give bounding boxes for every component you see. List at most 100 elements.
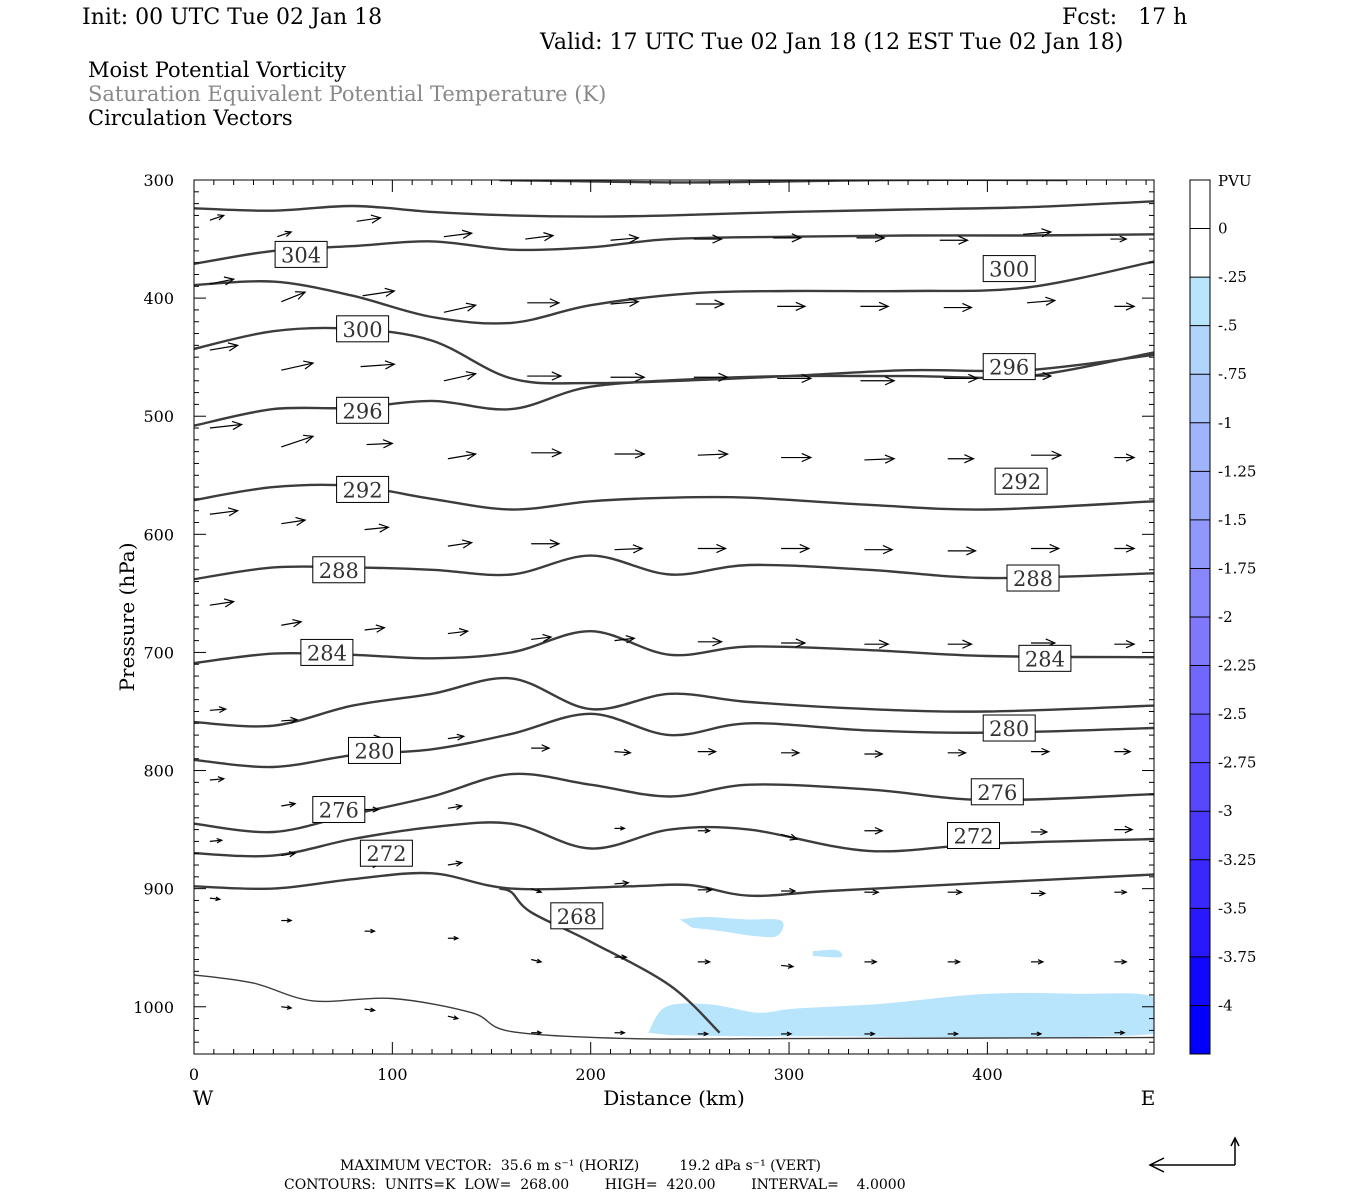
circulation-vector <box>356 214 382 224</box>
colorbar-tick-label: -2.75 <box>1218 754 1256 772</box>
circulation-vector <box>364 806 380 813</box>
circulation-vector <box>366 439 394 449</box>
svg-text:276: 276 <box>977 781 1017 805</box>
circulation-vector <box>209 342 240 352</box>
circulation-vector <box>773 233 803 243</box>
circulation-vector <box>447 733 466 741</box>
circulation-vector <box>209 837 224 844</box>
maximum-vector-note: MAXIMUM VECTOR: 35.6 m s⁻¹ (HORIZ) 19.2 … <box>340 1158 822 1174</box>
circulation-vector <box>1031 1031 1043 1037</box>
svg-text:272: 272 <box>366 842 406 866</box>
circulation-vector <box>1031 890 1047 897</box>
colorbar-tick-label: -2.5 <box>1218 705 1247 723</box>
colorbar-tick-label: 0 <box>1218 220 1228 238</box>
circulation-vector <box>1031 747 1051 756</box>
contour-label: 272 <box>359 839 413 867</box>
west-label: W <box>193 1086 214 1110</box>
y-tick-label: 700 <box>143 643 174 662</box>
circulation-vector <box>864 639 890 649</box>
colorbar-tick-label: -.75 <box>1218 365 1247 383</box>
theta-contour <box>194 676 1154 728</box>
circulation-vector <box>447 1015 460 1021</box>
colorbar-segment <box>1190 859 1210 909</box>
reference-vector-icon <box>1148 1136 1240 1173</box>
theta-contour <box>499 887 721 1034</box>
circulation-vector <box>209 276 236 286</box>
y-tick-label: 400 <box>143 289 174 308</box>
circulation-vector <box>614 954 628 960</box>
circulation-vector <box>781 543 811 554</box>
svg-text:304: 304 <box>281 243 321 267</box>
contour-label: 300 <box>982 255 1036 283</box>
circulation-vector <box>531 744 551 752</box>
circulation-vector <box>1114 959 1128 965</box>
contour-label: 280 <box>347 736 401 764</box>
circulation-vector <box>614 635 636 644</box>
pv-shaded-region <box>812 949 843 958</box>
circulation-vector <box>614 544 644 554</box>
contour-label: 292 <box>994 467 1048 495</box>
x-tick-label: 100 <box>377 1065 408 1084</box>
circulation-vector <box>614 880 630 887</box>
circulation-vector <box>531 1030 543 1036</box>
circulation-vector <box>777 373 813 384</box>
circulation-vector <box>781 749 801 757</box>
circulation-vector <box>864 454 896 464</box>
svg-text:272: 272 <box>953 825 993 849</box>
circulation-vector <box>1114 1030 1126 1036</box>
circulation-vector <box>281 360 315 371</box>
circulation-vector <box>864 545 894 555</box>
svg-text:276: 276 <box>319 799 359 823</box>
circulation-vector <box>281 516 307 527</box>
circulation-vector <box>697 886 714 893</box>
colorbar-title: PVU <box>1218 172 1252 190</box>
circulation-vector <box>1114 302 1136 311</box>
init-time: Init: 00 UTC Tue 02 Jan 18 <box>82 5 383 30</box>
circulation-vector <box>697 747 718 756</box>
circulation-vector <box>447 450 478 461</box>
pv-shaded-region <box>648 992 1154 1038</box>
circulation-vector <box>281 434 315 448</box>
x-tick-label: 400 <box>972 1065 1003 1084</box>
circulation-vector <box>697 543 728 554</box>
theta-contour <box>194 974 1154 1040</box>
circulation-vector <box>614 449 646 459</box>
svg-text:288: 288 <box>1013 567 1053 591</box>
circulation-vector <box>531 539 561 549</box>
svg-text:300: 300 <box>343 318 383 342</box>
colorbar-segment <box>1190 374 1210 424</box>
colorbar-segment <box>1190 325 1210 375</box>
circulation-vector <box>447 803 464 810</box>
circulation-vector <box>362 287 396 297</box>
circulation-vector <box>781 963 795 969</box>
circulation-vector <box>1114 748 1132 756</box>
circulation-vector <box>447 935 460 941</box>
circulation-vector <box>781 452 813 463</box>
colorbar-tick-label: -2 <box>1218 608 1233 626</box>
x-tick-label: 0 <box>189 1065 199 1084</box>
colorbar-tick-label: -3.5 <box>1218 899 1247 917</box>
y-tick-label: 300 <box>143 171 174 190</box>
svg-text:284: 284 <box>1025 647 1065 671</box>
valid-time: Valid: 17 UTC Tue 02 Jan 18 (12 EST Tue … <box>540 30 1124 55</box>
contour-label: 284 <box>300 638 354 666</box>
colorbar-segment <box>1190 180 1210 230</box>
contour-label: 276 <box>970 778 1024 806</box>
circulation-vector <box>781 1031 793 1037</box>
circulation-vector <box>864 959 878 965</box>
circulation-vector <box>364 523 390 533</box>
circulation-vector <box>610 234 640 244</box>
circulation-vector <box>777 301 807 312</box>
circulation-vector <box>1114 889 1128 895</box>
circulation-vector <box>527 371 563 381</box>
contour-label: 296 <box>336 396 390 424</box>
circulation-vector <box>697 1031 710 1037</box>
y-tick-label: 1000 <box>133 998 174 1017</box>
circulation-vector <box>864 889 880 896</box>
colorbar-segment <box>1190 665 1210 715</box>
colorbar-segment <box>1190 519 1210 569</box>
colorbar-tick-label: -3 <box>1218 802 1233 820</box>
circulation-vector <box>209 706 228 714</box>
contour-label: 296 <box>982 353 1036 381</box>
circulation-vector <box>780 833 799 841</box>
